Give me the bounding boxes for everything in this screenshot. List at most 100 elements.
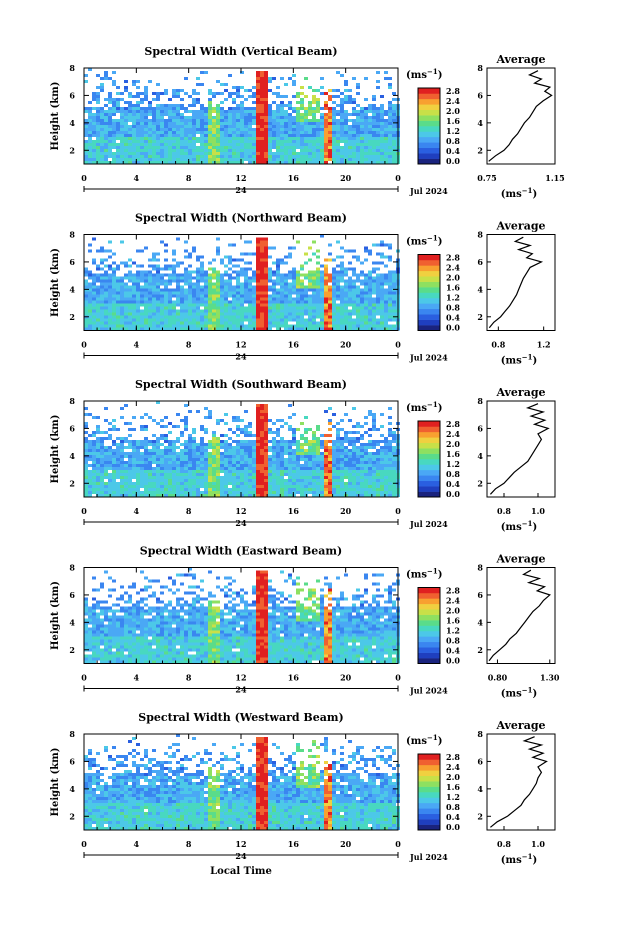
heatmap-cell (384, 452, 388, 455)
heatmap-cell (248, 327, 252, 331)
heatmap-cell (264, 258, 268, 262)
colorbar-swatch (418, 93, 440, 100)
heatmap-cell (204, 107, 208, 110)
heatmap-cell (376, 297, 380, 301)
heatmap-cell (376, 461, 380, 464)
heatmap-cell (148, 440, 152, 443)
heatmap-cell (372, 279, 376, 283)
heatmap-cell (272, 92, 276, 95)
heatmap-cell (332, 473, 336, 476)
heatmap-cell (236, 128, 240, 131)
heatmap-cell (256, 273, 260, 277)
heatmap-cell (392, 467, 396, 470)
heatmap-cell (140, 149, 144, 152)
heatmap-cell (256, 294, 260, 298)
heatmap-cell (188, 437, 192, 440)
heatmap-cell (316, 128, 320, 131)
heatmap-cell (316, 279, 320, 283)
heatmap-cell (316, 476, 320, 479)
heatmap-cell (340, 264, 344, 268)
heatmap-cell (208, 306, 212, 310)
heatmap-cell (380, 261, 384, 265)
heatmap-cell (324, 137, 328, 140)
heatmap-cell (380, 125, 384, 128)
heatmap-cell (284, 321, 288, 325)
heatmap-cell (292, 83, 296, 86)
heatmap-cell (264, 143, 268, 146)
heatmap-cell (128, 152, 132, 155)
heatmap-cell (252, 470, 256, 473)
heatmap-cell (272, 291, 276, 295)
y-tick-label: 2 (69, 312, 75, 322)
heatmap-cell (176, 152, 180, 155)
heatmap-cell (332, 461, 336, 464)
heatmap-cell (92, 152, 96, 155)
heatmap-cell (172, 119, 176, 122)
heatmap-cell (124, 437, 128, 440)
heatmap-cell (352, 122, 356, 125)
heatmap-cell (256, 297, 260, 301)
heatmap-cell (340, 92, 344, 95)
heatmap-cell (244, 470, 248, 473)
heatmap-cell (300, 422, 304, 425)
heatmap-cell (272, 152, 276, 155)
heatmap-cell (200, 428, 204, 431)
heatmap-cell (160, 455, 164, 458)
heatmap-cell (96, 125, 100, 128)
heatmap-cell (160, 116, 164, 119)
heatmap-cell (208, 285, 212, 289)
heatmap-cell (352, 140, 356, 143)
heatmap-cell (372, 95, 376, 98)
heatmap-cell (164, 479, 168, 482)
heatmap-cell (368, 458, 372, 461)
heatmap-cell (84, 128, 88, 131)
heatmap-cell (332, 413, 336, 416)
heatmap-cell (332, 306, 336, 310)
heatmap-cell (184, 282, 188, 286)
heatmap-cell (180, 285, 184, 289)
heatmap-cell (268, 446, 272, 449)
heatmap-cell (368, 300, 372, 304)
heatmap-cell (128, 92, 132, 95)
heatmap-cell (308, 449, 312, 452)
heatmap-cell (260, 479, 264, 482)
heatmap-cell (204, 71, 208, 74)
heatmap-cell (124, 306, 128, 310)
heatmap-cell (296, 279, 300, 283)
heatmap-cell (120, 479, 124, 482)
heatmap-cell (240, 110, 244, 113)
heatmap-cell (248, 476, 252, 479)
heatmap-cell (300, 291, 304, 295)
heatmap-cell (144, 479, 148, 482)
heatmap-cell (172, 476, 176, 479)
heatmap-cell (104, 113, 108, 116)
heatmap-cell (204, 113, 208, 116)
heatmap-cell (208, 113, 212, 116)
heatmap-cell (316, 110, 320, 113)
heatmap-cell (252, 324, 256, 328)
heatmap-cell (92, 303, 96, 307)
heatmap-cell (236, 122, 240, 125)
heatmap-cell (304, 146, 308, 149)
heatmap-cell (272, 246, 276, 250)
heatmap-cell (200, 312, 204, 316)
heatmap-cell (200, 276, 204, 280)
heatmap-cell (200, 479, 204, 482)
heatmap-cell (296, 131, 300, 134)
heatmap-cell (184, 161, 188, 164)
colorbar-tick-label: 1.2 (446, 126, 460, 136)
heatmap-cell (88, 276, 92, 280)
heatmap-cell (352, 324, 356, 328)
heatmap-cell (372, 470, 376, 473)
heatmap-cell (208, 473, 212, 476)
heatmap-cell (212, 476, 216, 479)
heatmap-cell (296, 309, 300, 313)
heatmap-cell (344, 303, 348, 307)
heatmap-cell (104, 467, 108, 470)
heatmap-cell (220, 273, 224, 277)
heatmap-cell (240, 288, 244, 292)
heatmap-cell (292, 149, 296, 152)
heatmap-cell (304, 303, 308, 307)
heatmap-cell (364, 107, 368, 110)
heatmap-cell (372, 312, 376, 316)
